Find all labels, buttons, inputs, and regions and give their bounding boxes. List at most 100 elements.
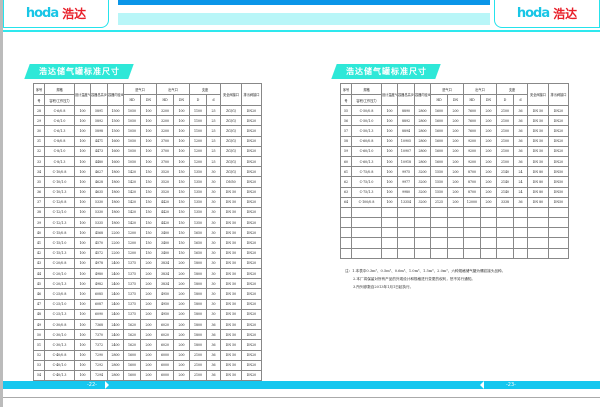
table-cell: 4420: [156, 196, 174, 208]
table-cell: 100: [74, 288, 91, 300]
table-cell: 1600: [430, 125, 448, 137]
table-cell: DN 80: [527, 196, 549, 208]
table-cell: [414, 247, 431, 259]
table-cell: 6085: [90, 288, 108, 300]
header-cell: 安全阀接口: [220, 83, 242, 106]
table-cell: 2100: [496, 104, 514, 117]
table-row: 42 C-15/1.3 100 4572 2200 1200 150 3400 150 1650 3…: [33, 247, 262, 259]
table-cell: ZG(G): [220, 104, 242, 117]
table-cell: DN20: [241, 257, 262, 270]
table-cell: 100: [173, 145, 190, 157]
table-cell: 100: [74, 308, 91, 320]
table-cell: C-10/1.0: [44, 176, 75, 188]
table-cell: [397, 217, 415, 229]
table-cell: 1800: [189, 257, 207, 270]
table-cell: 30: [206, 227, 221, 239]
table-cell: 25: [206, 135, 221, 147]
table-cell: 1200: [123, 227, 141, 239]
table-cell: 200: [140, 288, 157, 300]
table-cell: 4627: [90, 166, 108, 178]
table-row: 61 C-75/0.8 100 9975 3200 1550 200 8700 200 2140 2…: [340, 166, 569, 178]
table-cell: 1800: [107, 186, 124, 198]
table-cell: 59: [340, 145, 352, 157]
table-cell: 2140: [496, 186, 514, 198]
table-cell: DN 50: [527, 115, 549, 127]
table-cell: 50: [33, 329, 45, 341]
table-cell: 1050: [123, 145, 141, 157]
table-cell: 100: [74, 104, 91, 117]
table-cell: 42: [33, 247, 45, 259]
table-cell: [397, 247, 415, 259]
table-cell: 45: [33, 278, 45, 290]
table-cell: 36: [206, 329, 221, 341]
table-cell: 200: [173, 369, 190, 382]
table-cell: 36: [206, 359, 221, 371]
table-row: 50 C-30/1.0 100 7370 2400 1620 200 6020 200 1800 3…: [33, 329, 262, 341]
table-cell: 1800: [189, 318, 207, 331]
header-cell: 支座: [189, 83, 221, 95]
table-cell: 3834: [156, 267, 174, 280]
table-cell: DN20: [241, 308, 262, 320]
table-cell: 36: [206, 318, 221, 331]
table-cell: 46: [33, 288, 45, 300]
table-cell: ZG(G): [220, 155, 242, 168]
table-cell: 1800: [189, 298, 207, 310]
table-cell: 1200: [123, 237, 141, 249]
table-row: 58 C-60/0.8 100 10905 2800 1600 200 9200 200 2100…: [340, 135, 569, 147]
table-cell: 1800: [107, 176, 124, 188]
table-cell: 1600: [430, 155, 448, 168]
table-cell: 3200: [156, 115, 174, 127]
header-cell: DN: [447, 94, 464, 106]
table-cell: 100: [74, 227, 91, 239]
table-cell: [527, 237, 549, 249]
table-row: 44 C-20/1.0 100 4980 2400 1375 200 3834 200 1800 3…: [33, 267, 262, 280]
table-cell: 25: [206, 125, 221, 137]
empty-row: [340, 206, 569, 219]
table-cell: 1800: [189, 278, 207, 290]
note-2: 2.本厂将保留对所有产品的外观设计和规格进行变更的权利，恕不另行通知。: [353, 277, 476, 281]
table-row: 29 C-6/1.0 100 5892 1500 1050 100 3200 100 1100 25…: [33, 115, 262, 127]
table-cell: 24: [513, 186, 528, 198]
table-cell: 61: [340, 166, 352, 178]
header-cell: DN: [140, 94, 157, 106]
table-cell: C-8/1.3: [44, 155, 75, 168]
table-cell: 1600: [123, 369, 141, 382]
table-cell: 6020: [156, 339, 174, 351]
table-cell: DN 80: [527, 176, 549, 188]
table-cell: 2400: [107, 339, 124, 351]
table-cell: 4950: [156, 308, 174, 320]
table-cell: 2400: [107, 257, 124, 270]
table-cell: [447, 237, 464, 249]
table-cell: C-6/1.3: [44, 125, 75, 137]
table-cell: [548, 237, 569, 249]
table-cell: [480, 227, 497, 239]
table-cell: C-10/0.8: [44, 166, 75, 178]
table-cell: [548, 206, 569, 219]
table-cell: 1100: [189, 125, 207, 137]
table-row: 59 C-60/1.0 100 10907 2800 1600 200 9200 200 2100…: [340, 145, 569, 157]
table-row: 64 C-100/0.8 100 13354 3200 2125 200 12000 200 33…: [340, 196, 569, 208]
header-cell: 出气口: [463, 83, 497, 95]
table-cell: 2400: [107, 308, 124, 320]
table-cell: DN20: [241, 237, 262, 249]
table-cell: 2800: [107, 359, 124, 371]
table-cell: DN 50: [220, 359, 242, 371]
table-cell: DN20: [548, 125, 569, 137]
table-cell: 100: [381, 104, 398, 117]
table-cell: 100: [140, 125, 157, 137]
table-cell: 36: [513, 115, 528, 127]
table-cell: 8700: [463, 186, 481, 198]
table-row: 37 C-12/0.8 100 5330 1800 1420 150 4420 150 1350 3…: [33, 196, 262, 208]
table-cell: 2400: [107, 288, 124, 300]
table-cell: 7600: [463, 115, 481, 127]
table-cell: 2800: [107, 349, 124, 361]
table-cell: 1420: [123, 166, 141, 178]
table-cell: 3400: [156, 237, 174, 249]
table-cell: 200: [447, 104, 464, 117]
table-cell: C-6/1.0: [44, 115, 75, 127]
table-cell: 1375: [123, 278, 141, 290]
table-cell: 30: [206, 176, 221, 188]
table-cell: 150: [140, 247, 157, 259]
table-cell: [351, 206, 382, 219]
table-cell: [340, 247, 352, 259]
